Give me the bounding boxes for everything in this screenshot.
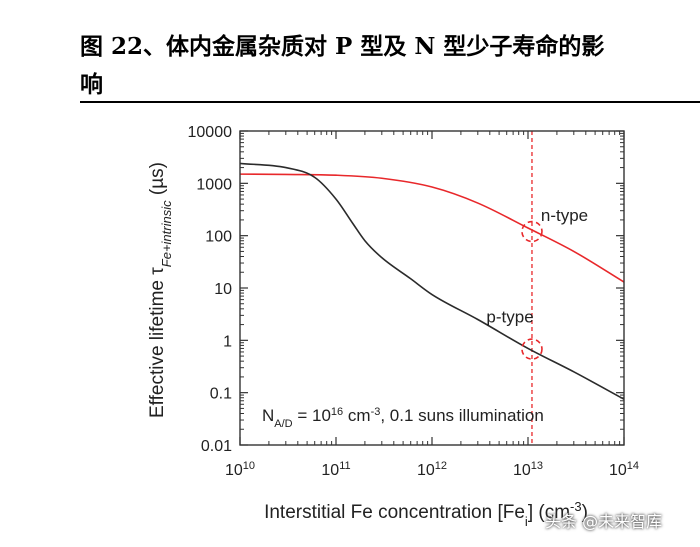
marker-p-type	[521, 338, 543, 360]
y-tick-label: 1	[223, 333, 232, 350]
y-tick-label: 0.01	[201, 438, 232, 455]
y-tick-label: 0.1	[210, 386, 232, 403]
series-label-p-type: p-type	[486, 307, 533, 326]
x-tick-label: 1011	[321, 460, 350, 479]
x-tick-label: 1014	[609, 460, 639, 479]
series-line-p-type	[239, 162, 625, 400]
watermark: 头条 @未来智库	[545, 512, 663, 531]
caption-line-1: 图 22、体内金属杂质对 P 型及 N 型少子寿命的影	[80, 33, 605, 60]
series-label-n-type: n-type	[541, 206, 588, 225]
x-tick-label: 1010	[225, 460, 255, 479]
x-axis-title: Interstitial Fe concentration [Fei] (cm-…	[264, 499, 588, 529]
y-axis-title: Effective lifetime τFe+intrinsic (µs)	[147, 162, 174, 418]
x-tick-label: 1012	[417, 460, 447, 479]
marker-n-type	[521, 220, 543, 243]
x-tick-label: 1013	[513, 460, 543, 479]
series-line-n-type	[239, 173, 625, 283]
figure-caption: 图 22、体内金属杂质对 P 型及 N 型少子寿命的影 响	[80, 28, 690, 104]
conditions-annotation: NA/D = 1016 cm-3, 0.1 suns illumination	[262, 406, 544, 430]
plot-frame	[239, 130, 625, 446]
y-tick-label: 10000	[188, 124, 233, 141]
y-tick-label: 10	[214, 281, 232, 298]
y-tick-label: 100	[205, 229, 232, 246]
y-tick-label: 1000	[196, 176, 232, 193]
caption-divider	[80, 101, 700, 103]
caption-line-2: 响	[80, 71, 103, 98]
